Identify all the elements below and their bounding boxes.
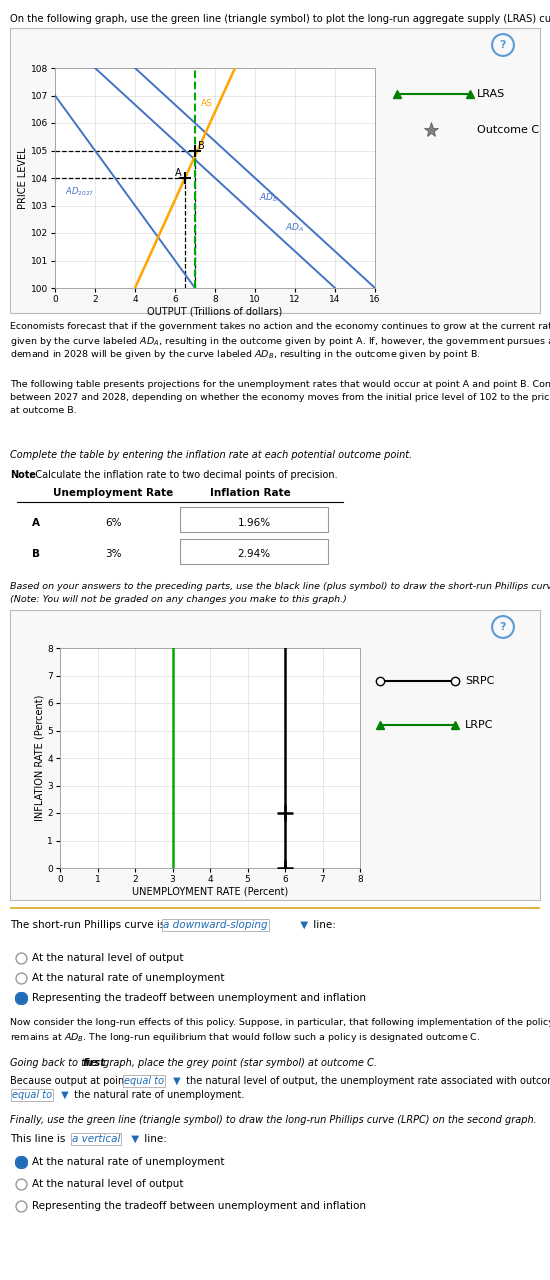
Text: Complete the table by entering the inflation rate at each potential outcome poin: Complete the table by entering the infla… bbox=[10, 451, 412, 460]
Text: At the natural rate of unemployment: At the natural rate of unemployment bbox=[32, 1157, 224, 1167]
Circle shape bbox=[16, 993, 27, 1004]
Text: equal to: equal to bbox=[124, 1076, 164, 1085]
Text: line:: line: bbox=[141, 1134, 167, 1144]
FancyBboxPatch shape bbox=[180, 539, 328, 564]
Text: ▼: ▼ bbox=[58, 1091, 69, 1100]
Text: A: A bbox=[32, 518, 40, 529]
Text: Economists forecast that if the government takes no action and the economy conti: Economists forecast that if the governme… bbox=[10, 323, 550, 332]
Text: ▼: ▼ bbox=[297, 920, 308, 931]
Text: first: first bbox=[83, 1059, 106, 1068]
Text: This line is: This line is bbox=[10, 1134, 69, 1144]
Text: line:: line: bbox=[310, 920, 336, 931]
Text: ▼: ▼ bbox=[128, 1134, 139, 1144]
Text: B: B bbox=[198, 141, 205, 151]
Text: Outcome C: Outcome C bbox=[477, 124, 539, 134]
Text: between 2027 and 2028, depending on whether the economy moves from the initial p: between 2027 and 2028, depending on whet… bbox=[10, 393, 550, 402]
Text: LRAS: LRAS bbox=[477, 90, 505, 100]
Text: Representing the tradeoff between unemployment and inflation: Representing the tradeoff between unempl… bbox=[32, 993, 366, 1004]
Text: At the natural level of output: At the natural level of output bbox=[32, 1179, 184, 1189]
Text: at outcome B.: at outcome B. bbox=[10, 406, 76, 415]
Text: ?: ? bbox=[500, 40, 506, 50]
Text: Based on your answers to the preceding parts, use the black line (plus symbol) t: Based on your answers to the preceding p… bbox=[10, 582, 550, 591]
Text: : Calculate the inflation rate to two decimal points of precision.: : Calculate the inflation rate to two de… bbox=[29, 470, 338, 480]
Text: 3%: 3% bbox=[106, 549, 122, 559]
Text: Note: Note bbox=[10, 470, 36, 480]
Text: Representing the tradeoff between unemployment and inflation: Representing the tradeoff between unempl… bbox=[32, 1201, 366, 1211]
Text: AS: AS bbox=[201, 100, 213, 109]
Text: ▼: ▼ bbox=[170, 1076, 180, 1085]
Y-axis label: PRICE LEVEL: PRICE LEVEL bbox=[18, 147, 28, 209]
Text: At the natural rate of unemployment: At the natural rate of unemployment bbox=[32, 973, 224, 983]
Text: On the following graph, use the green line (triangle symbol) to plot the long-ru: On the following graph, use the green li… bbox=[10, 14, 550, 24]
Text: $AD_B$: $AD_B$ bbox=[259, 191, 278, 204]
Text: ?: ? bbox=[500, 622, 506, 632]
X-axis label: OUTPUT (Trillions of dollars): OUTPUT (Trillions of dollars) bbox=[147, 307, 283, 316]
FancyBboxPatch shape bbox=[180, 507, 328, 531]
Text: The following table presents projections for the unemployment rates that would o: The following table presents projections… bbox=[10, 380, 550, 389]
Y-axis label: INFLATION RATE (Percent): INFLATION RATE (Percent) bbox=[35, 695, 45, 822]
Text: given by the curve labeled $AD_A$, resulting in the outcome given by point A. If: given by the curve labeled $AD_A$, resul… bbox=[10, 335, 550, 348]
Text: demand in 2028 will be given by the curve labeled $AD_B$, resulting in the outco: demand in 2028 will be given by the curv… bbox=[10, 348, 481, 361]
Text: (Note: You will not be graded on any changes you make to this graph.): (Note: You will not be graded on any cha… bbox=[10, 595, 347, 604]
Text: Because output at point C is: Because output at point C is bbox=[10, 1076, 152, 1085]
Text: Now consider the long-run effects of this policy. Suppose, in particular, that f: Now consider the long-run effects of thi… bbox=[10, 1018, 550, 1027]
Text: $AD_A$: $AD_A$ bbox=[285, 221, 305, 234]
Text: Inflation Rate: Inflation Rate bbox=[210, 489, 291, 498]
Text: a vertical: a vertical bbox=[72, 1134, 120, 1144]
Text: LRPC: LRPC bbox=[465, 719, 493, 730]
Text: A: A bbox=[175, 168, 182, 178]
Text: the natural level of output, the unemployment rate associated with outcome C is: the natural level of output, the unemplo… bbox=[183, 1076, 550, 1085]
Text: equal to: equal to bbox=[12, 1091, 52, 1100]
Text: a downward-sloping: a downward-sloping bbox=[163, 920, 268, 931]
X-axis label: UNEMPLOYMENT RATE (Percent): UNEMPLOYMENT RATE (Percent) bbox=[132, 887, 288, 897]
Text: Finally, use the green line (triangle symbol) to draw the long-run Phillips curv: Finally, use the green line (triangle sy… bbox=[10, 1115, 537, 1125]
Text: At the natural level of output: At the natural level of output bbox=[32, 954, 184, 963]
Text: 1.96%: 1.96% bbox=[238, 518, 271, 529]
Text: the natural rate of unemployment.: the natural rate of unemployment. bbox=[71, 1091, 244, 1100]
Text: 2.94%: 2.94% bbox=[238, 549, 271, 559]
Circle shape bbox=[16, 1157, 27, 1167]
Text: B: B bbox=[32, 549, 40, 559]
Text: The short-run Phillips curve is: The short-run Phillips curve is bbox=[10, 920, 169, 931]
Text: remains at $AD_B$. The long-run equilibrium that would follow such a policy is d: remains at $AD_B$. The long-run equilibr… bbox=[10, 1030, 481, 1044]
Text: Going back to the: Going back to the bbox=[10, 1059, 100, 1068]
Text: graph, place the grey point (star symbol) at outcome C.: graph, place the grey point (star symbol… bbox=[100, 1059, 377, 1068]
Text: SRPC: SRPC bbox=[465, 676, 494, 686]
Text: 6%: 6% bbox=[106, 518, 122, 529]
Text: $AD_{2027}$: $AD_{2027}$ bbox=[65, 186, 94, 198]
Text: Unemployment Rate: Unemployment Rate bbox=[53, 489, 174, 498]
